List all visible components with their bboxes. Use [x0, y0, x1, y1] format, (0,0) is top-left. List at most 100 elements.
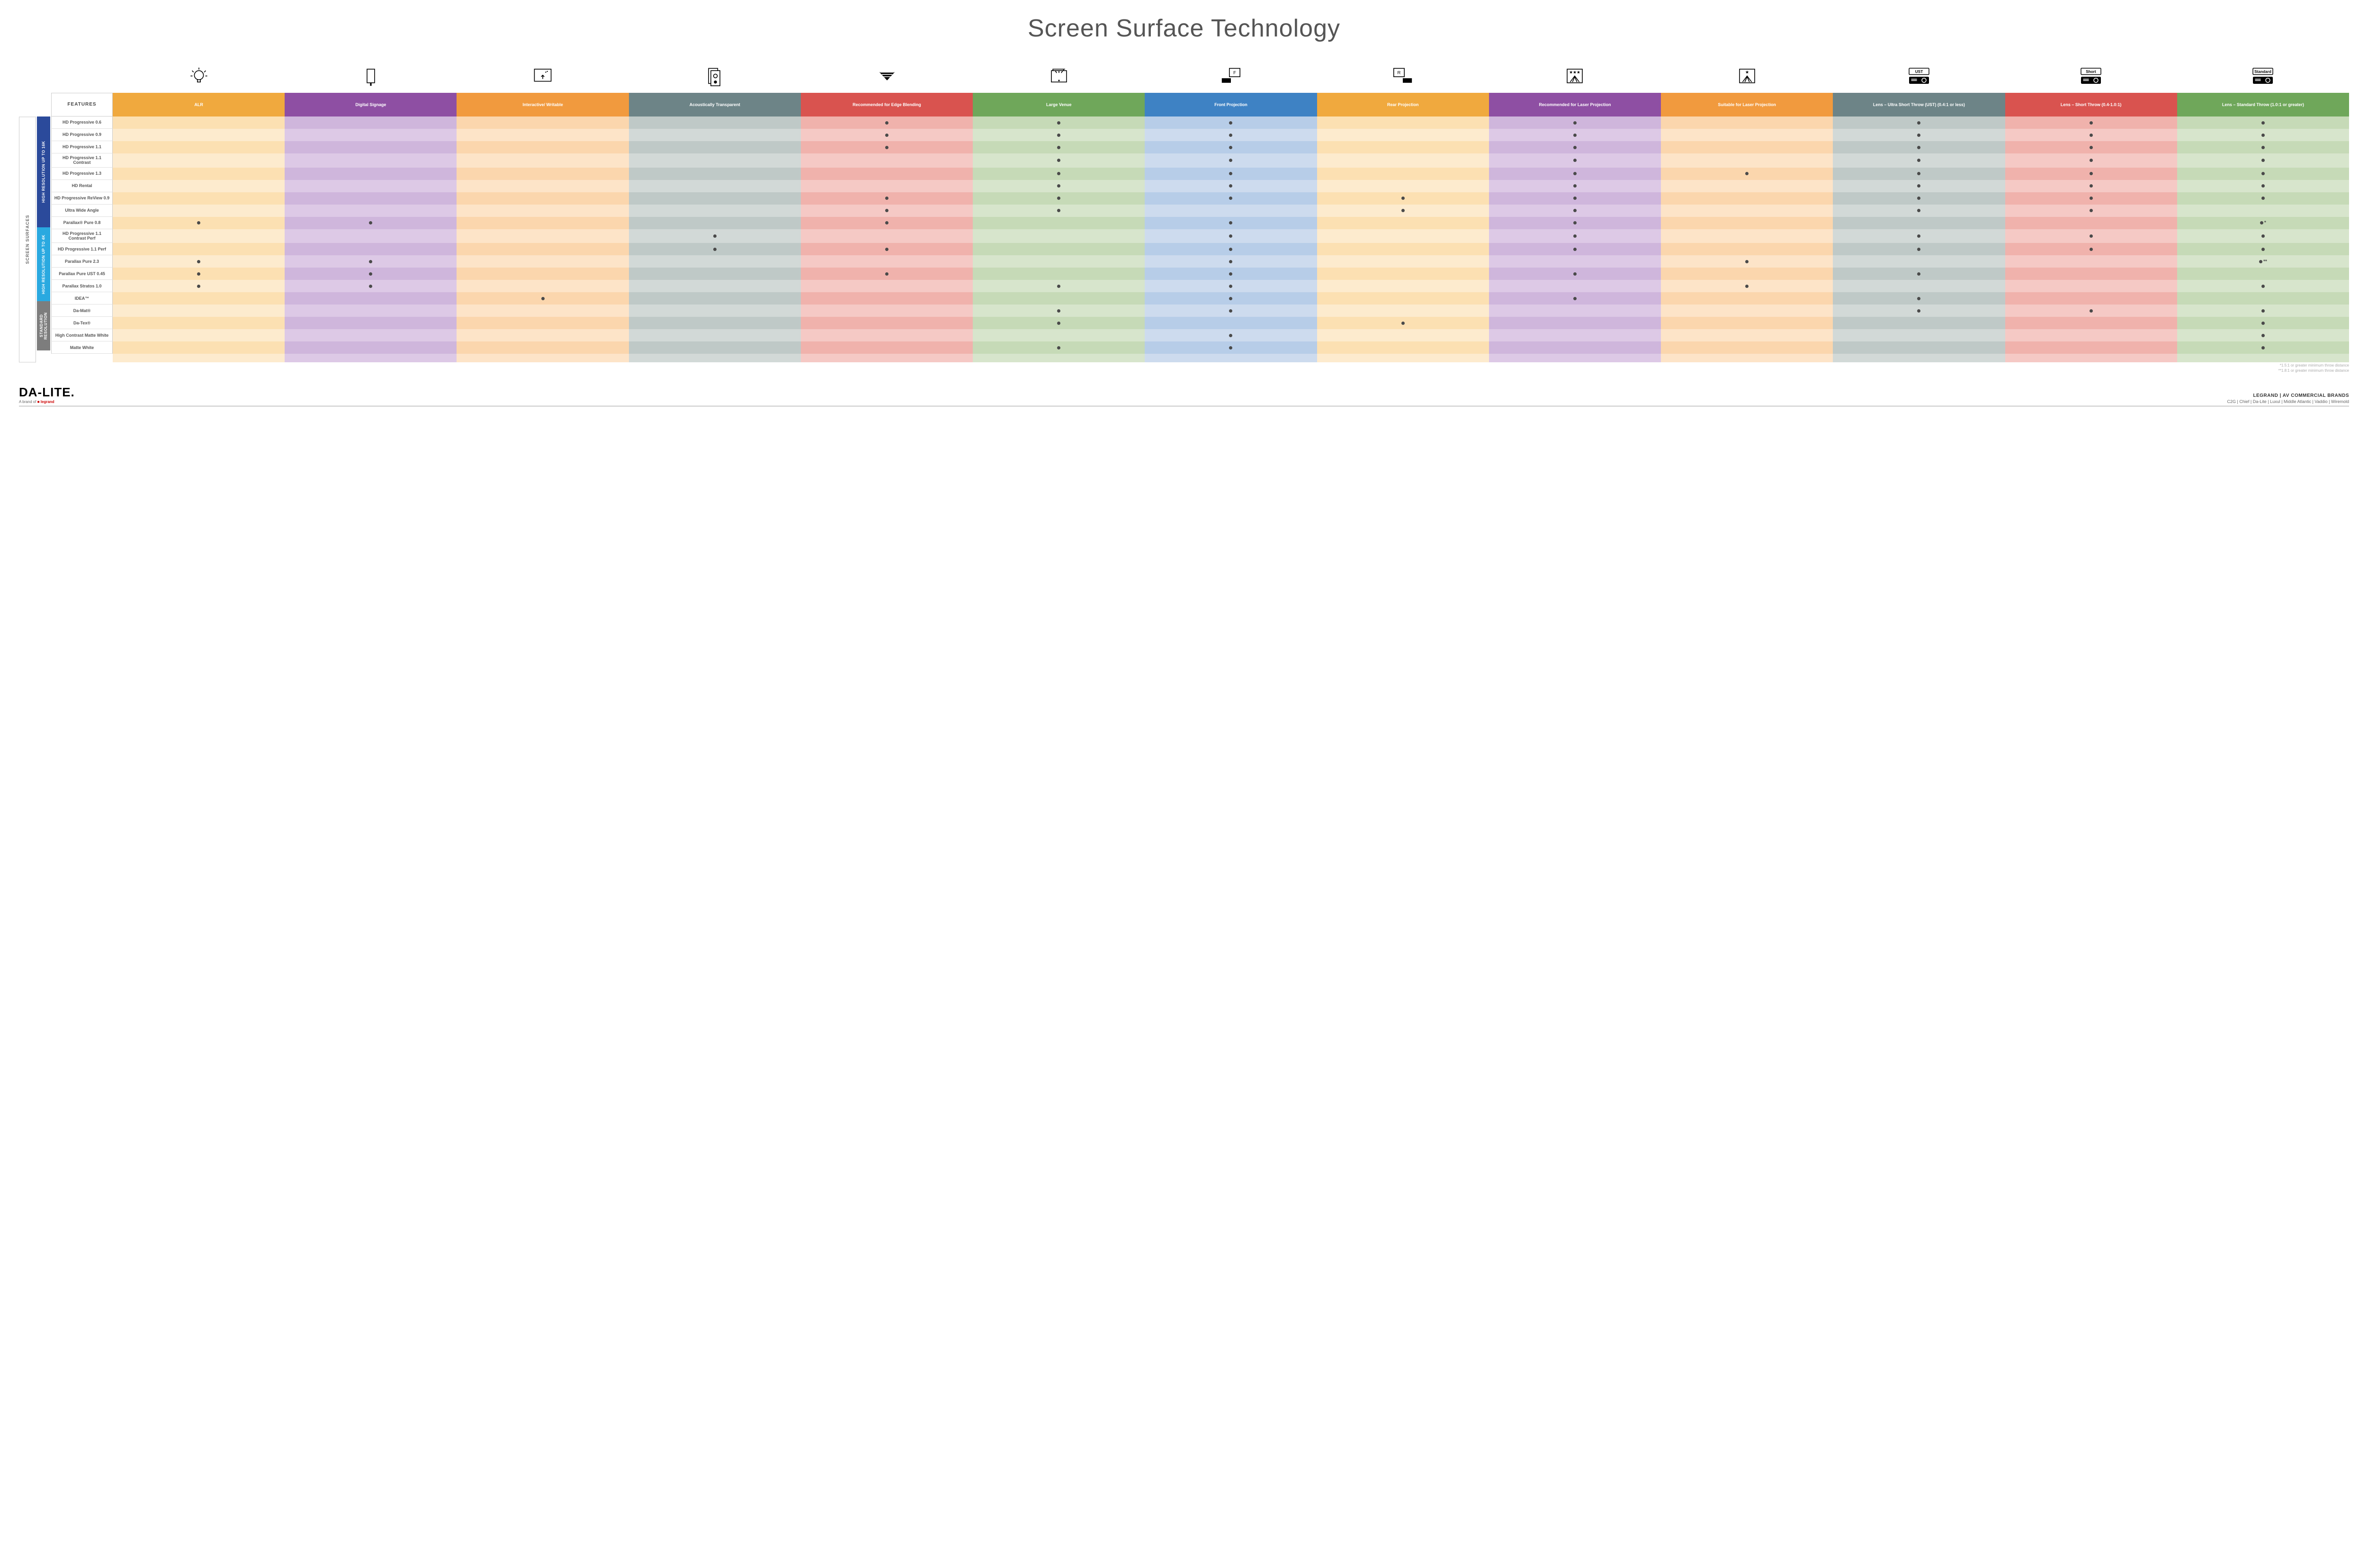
cell-edge — [801, 329, 973, 341]
icon-row: FR★★★★USTShortStandard — [51, 57, 2349, 90]
cell-short — [2005, 243, 2177, 255]
cell-signage — [285, 292, 457, 305]
cell-alr — [113, 243, 285, 255]
header-reclaser: Recommended for Laser Projection — [1489, 93, 1661, 116]
cell-acoustic — [629, 305, 801, 317]
cell-reclaser — [1489, 229, 1661, 243]
cell-short — [2005, 180, 2177, 192]
cell-ust — [1833, 129, 2005, 141]
cell-large — [973, 292, 1145, 305]
row-label: Parallax Stratos 1.0 — [51, 280, 113, 292]
cell-large — [973, 341, 1145, 354]
footer: DA-LITE. A brand of ■ legrand LEGRAND | … — [19, 385, 2349, 406]
table-row: HD Rental — [51, 180, 2349, 192]
front-icon: F — [1145, 65, 1317, 90]
cell-reclaser — [1489, 192, 1661, 205]
cell-rear — [1317, 305, 1489, 317]
cell-suitlaser — [1661, 268, 1833, 280]
cell-edge — [801, 229, 973, 243]
cell-ust — [1833, 153, 2005, 168]
cell-signage — [285, 255, 457, 268]
svg-text:F: F — [1233, 70, 1236, 75]
cell-std — [2177, 205, 2349, 217]
cell-alr — [113, 255, 285, 268]
svg-text:Short: Short — [2086, 70, 2096, 74]
row-label: Parallax Pure 2.3 — [51, 255, 113, 268]
row-label: Matte White — [51, 341, 113, 354]
cell-ust — [1833, 217, 2005, 229]
brand-left: DA-LITE. A brand of ■ legrand — [19, 385, 75, 404]
cell-suitlaser — [1661, 141, 1833, 153]
cell-interactive — [457, 280, 628, 292]
cell-rear — [1317, 292, 1489, 305]
cell-large — [973, 305, 1145, 317]
header-features: FEATURES — [51, 93, 113, 116]
cell-std — [2177, 341, 2349, 354]
cell-edge — [801, 268, 973, 280]
cell-edge — [801, 317, 973, 329]
svg-text:★★★: ★★★ — [1570, 70, 1581, 75]
cell-interactive — [457, 243, 628, 255]
header-short: Lens – Short Throw (0.4-1.0:1) — [2005, 93, 2177, 116]
svg-text:UST: UST — [1915, 70, 1923, 74]
cell-reclaser — [1489, 168, 1661, 180]
cell-signage — [285, 317, 457, 329]
cell-rear — [1317, 268, 1489, 280]
std-icon: Standard — [2177, 65, 2349, 90]
cell-reclaser — [1489, 280, 1661, 292]
cell-suitlaser — [1661, 180, 1833, 192]
cell-interactive — [457, 205, 628, 217]
cell-signage — [285, 280, 457, 292]
cell-suitlaser — [1661, 217, 1833, 229]
cell-rear — [1317, 341, 1489, 354]
cell-rear — [1317, 180, 1489, 192]
cell-reclaser — [1489, 205, 1661, 217]
logo: DA-LITE. — [19, 385, 75, 400]
cell-short — [2005, 141, 2177, 153]
cell-reclaser — [1489, 153, 1661, 168]
large-icon — [973, 65, 1145, 90]
cell-signage — [285, 141, 457, 153]
cell-short — [2005, 255, 2177, 268]
cell-large — [973, 317, 1145, 329]
cell-edge — [801, 205, 973, 217]
cell-signage — [285, 229, 457, 243]
cell-rear — [1317, 229, 1489, 243]
cell-ust — [1833, 205, 2005, 217]
cell-rear — [1317, 217, 1489, 229]
cell-large — [973, 129, 1145, 141]
cell-ust — [1833, 168, 2005, 180]
cell-front — [1145, 341, 1317, 354]
cell-signage — [285, 305, 457, 317]
cell-interactive — [457, 116, 628, 129]
cell-large — [973, 205, 1145, 217]
cell-std — [2177, 180, 2349, 192]
header-front: Front Projection — [1145, 93, 1317, 116]
table-row: High Contrast Matte White — [51, 329, 2349, 341]
cell-short — [2005, 205, 2177, 217]
cell-reclaser — [1489, 129, 1661, 141]
cell-reclaser — [1489, 305, 1661, 317]
cell-ust — [1833, 180, 2005, 192]
cell-large — [973, 280, 1145, 292]
cell-front — [1145, 141, 1317, 153]
footer-line2: C2G | Chief | Da-Lite | Luxul | Middle A… — [2227, 399, 2349, 404]
header-interactive: Interactive/ Writable — [457, 93, 628, 116]
cell-ust — [1833, 268, 2005, 280]
cell-std — [2177, 168, 2349, 180]
cell-large — [973, 329, 1145, 341]
brand-right: LEGRAND | AV COMMERCIAL BRANDS C2G | Chi… — [2227, 393, 2349, 404]
cell-std — [2177, 305, 2349, 317]
cell-alr — [113, 292, 285, 305]
cell-reclaser — [1489, 341, 1661, 354]
cell-rear — [1317, 329, 1489, 341]
cell-short — [2005, 305, 2177, 317]
cell-front — [1145, 153, 1317, 168]
ust-icon: UST — [1833, 65, 2005, 90]
row-label: Parallax® Pure 0.8 — [51, 217, 113, 229]
features-icon — [51, 88, 113, 90]
cell-acoustic — [629, 180, 801, 192]
cell-suitlaser — [1661, 168, 1833, 180]
cell-suitlaser — [1661, 305, 1833, 317]
cell-reclaser — [1489, 292, 1661, 305]
